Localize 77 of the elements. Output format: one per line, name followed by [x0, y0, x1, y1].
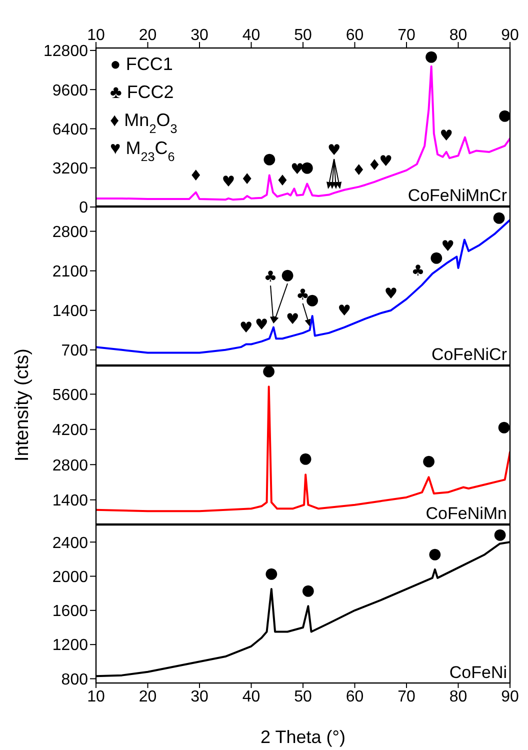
y-axis-title: Intensity (cts) [12, 348, 33, 462]
annotation: ● FCC1 [110, 54, 173, 74]
x2-tick-label: 20 [138, 27, 157, 44]
x2-tick-label: 40 [242, 27, 260, 44]
y-tick-label: 12800 [44, 43, 88, 60]
annotation: ● [262, 149, 276, 168]
annotation: ● [497, 418, 511, 436]
annotation: ♦ [352, 160, 366, 179]
annotation: CoFeNiMnCr [408, 186, 508, 205]
annotation: ● [422, 452, 436, 470]
annotation: ♥ [379, 152, 393, 170]
x2-tick-label: 30 [190, 27, 208, 44]
y-tick-label: 700 [61, 342, 88, 360]
x-tick-label: 60 [346, 688, 364, 706]
annotation: ● [264, 564, 278, 582]
y-tick-label: 2400 [52, 534, 88, 552]
y-tick-label: 1600 [52, 603, 88, 620]
y-tick-label: 2100 [52, 264, 88, 281]
x2-tick-label: 10 [87, 27, 105, 44]
y-tick-label: 0 [79, 200, 88, 217]
y-tick-label: 1200 [52, 637, 88, 654]
annotation: ● [498, 106, 512, 124]
y-tick-label: 1400 [52, 303, 88, 320]
x-tick-label: 90 [501, 688, 519, 706]
annotation: ♥ [239, 318, 253, 336]
annotation: ♦ Mn$_{2}$O$_{3}$ [110, 110, 178, 136]
annotation: ● [430, 248, 443, 266]
x-tick-label: 40 [242, 688, 260, 706]
x-tick-label: 20 [138, 688, 157, 706]
x2-tick-label: 80 [449, 27, 468, 44]
x-tick-label: 10 [87, 688, 105, 706]
y-tick-label: 4200 [52, 422, 88, 440]
y-tick-label: 5600 [52, 386, 88, 404]
annotation: ♥ [327, 141, 341, 160]
y-tick-label: 2000 [52, 568, 88, 586]
annotation: ♥ [254, 316, 268, 334]
x-tick-label: 30 [190, 688, 208, 706]
x2-tick-label: 70 [398, 27, 416, 44]
x2-tick-label: 90 [501, 27, 519, 44]
annotation: ♦ [240, 170, 254, 188]
y-tick-label: 800 [61, 671, 88, 688]
x-tick-label: 70 [398, 688, 416, 706]
y-tick-label: 3200 [52, 160, 88, 178]
annotation: CoFeNiCr [431, 345, 508, 364]
y-tick-label: 2800 [52, 224, 88, 241]
annotation: ● [424, 47, 438, 66]
annotation: ♥ M$_{23}$C$_{6}$ [110, 138, 175, 164]
annotation: ● [280, 266, 294, 284]
annotation: ♦ [368, 156, 382, 174]
x-tick-label: 80 [449, 688, 468, 706]
annotation: ● [262, 362, 276, 380]
annotation: ♥ [286, 310, 300, 328]
annotation: CoFeNiMn [426, 504, 507, 523]
x2-tick-label: 60 [346, 27, 364, 44]
annotation: ♣ FCC2 [110, 82, 174, 102]
annotation: ♥ [384, 284, 398, 303]
y-tick-label: 1400 [52, 492, 88, 510]
annotation: ♣ [411, 261, 425, 280]
annotation: ♥ [338, 302, 352, 320]
annotation: ● [492, 208, 506, 226]
y-tick-label: 6400 [52, 121, 88, 138]
annotation: ♦ [276, 172, 290, 190]
annotation: ● [299, 449, 312, 467]
annotation: ♥ [222, 172, 236, 190]
annotation: ● [302, 581, 315, 600]
annotation: ♥ [441, 237, 455, 256]
y-tick-label: 2800 [52, 457, 88, 474]
x-tick-label: 50 [294, 688, 312, 706]
x-axis-title: 2 Theta (°) [260, 727, 346, 747]
annotation: ● [493, 525, 507, 544]
x2-tick-label: 50 [294, 27, 312, 44]
annotation: ♦ [189, 166, 203, 184]
annotation: ● [428, 544, 442, 562]
annotation: ♥ [440, 126, 454, 144]
y-tick-label: 9600 [52, 82, 88, 100]
annotation: CoFeNi [449, 663, 507, 682]
annotation: ♣ [264, 268, 278, 286]
